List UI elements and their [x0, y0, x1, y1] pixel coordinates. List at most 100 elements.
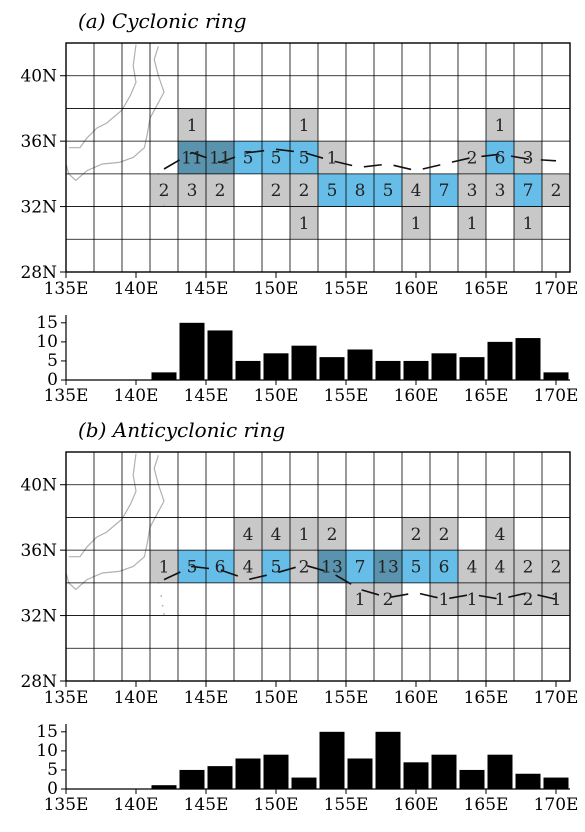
coastline: [68, 44, 137, 149]
hist-x-tick-label: 150E: [254, 795, 299, 815]
grid-cell: [402, 173, 430, 207]
histogram-bar: [235, 758, 261, 789]
grid-cell: [430, 550, 458, 583]
grid-cell: [514, 550, 542, 583]
grid-cell: [486, 141, 514, 174]
grid-cell: [206, 550, 234, 583]
cell-count: 3: [467, 181, 478, 201]
hist-x-tick-label: 165E: [464, 795, 509, 815]
y-tick-label: 28N: [20, 263, 57, 283]
hist-x-tick-label: 155E: [324, 386, 369, 406]
histogram-bar: [347, 349, 373, 380]
grid-cell: [514, 206, 542, 240]
y-tick-label: 36N: [20, 132, 57, 152]
coastline: [65, 46, 165, 182]
grid-cell: [374, 550, 402, 583]
cell-count: 2: [467, 149, 478, 169]
cell-count: 4: [411, 181, 422, 201]
grid-cell: [206, 173, 234, 207]
cell-count: 6: [215, 558, 226, 578]
cell-count: 7: [439, 181, 450, 201]
grid-cell: [262, 517, 290, 551]
cell-count: 2: [159, 181, 170, 201]
hist-y-tick-label: 5: [47, 760, 58, 780]
x-tick-label: 170E: [534, 688, 579, 708]
cell-count: 5: [299, 149, 310, 169]
histogram-bar: [403, 762, 429, 789]
cell-count: 4: [495, 525, 506, 545]
hist-x-tick-label: 165E: [464, 386, 509, 406]
hist-y-tick-label: 10: [36, 741, 58, 761]
grid-cell: [486, 582, 514, 616]
cell-count: 4: [495, 558, 506, 578]
cell-count: 1: [439, 590, 450, 610]
cell-count: 3: [495, 181, 506, 201]
cell-count: 2: [299, 181, 310, 201]
grid-cell: [290, 517, 318, 551]
cell-count: 5: [327, 181, 338, 201]
cell-count: 1: [299, 116, 310, 136]
grid-cell: [346, 582, 374, 616]
hist-x-tick-label: 135E: [44, 795, 89, 815]
cell-count: 1: [299, 214, 310, 234]
cell-count: 1: [355, 590, 366, 610]
grid-cell: [458, 173, 486, 207]
cell-count: 11: [209, 149, 231, 169]
histogram-bar: [319, 357, 345, 380]
histogram-bar: [179, 769, 205, 789]
x-tick-label: 155E: [324, 279, 369, 299]
histogram-bar: [263, 353, 289, 380]
cell-count: 5: [243, 149, 254, 169]
x-tick-label: 155E: [324, 688, 369, 708]
cell-count: 8: [355, 181, 366, 201]
histogram-bar: [431, 754, 457, 789]
x-tick-label: 145E: [184, 688, 229, 708]
island-dot: [161, 604, 164, 607]
x-tick-label: 140E: [114, 688, 159, 708]
hist-y-tick-label: 0: [47, 779, 58, 799]
cell-count: 5: [411, 558, 422, 578]
grid-cell: [318, 517, 346, 551]
grid-cell: [374, 582, 402, 616]
x-tick-label: 160E: [394, 279, 439, 299]
grid-cell: [430, 517, 458, 551]
hist-y-tick-label: 5: [47, 351, 58, 371]
histogram-bar: [515, 773, 541, 789]
grid-cell: [234, 141, 262, 174]
grid-cell: [178, 108, 206, 142]
y-tick-label: 32N: [20, 198, 57, 218]
cell-count: 2: [523, 590, 534, 610]
histogram-bar: [487, 341, 513, 380]
histogram-bar: [207, 766, 233, 789]
cell-count: 2: [327, 525, 338, 545]
grid-cell: [430, 582, 458, 616]
histogram-bar: [291, 345, 317, 380]
grid-cell: [486, 173, 514, 207]
hist-y-tick-label: 15: [36, 313, 58, 333]
x-tick-label: 150E: [254, 688, 299, 708]
hist-x-tick-label: 150E: [254, 386, 299, 406]
grid-cell: [290, 108, 318, 142]
histogram-bar: [207, 330, 233, 380]
island-dot: [160, 186, 163, 188]
hist-x-tick-label: 140E: [114, 386, 159, 406]
y-tick-label: 40N: [20, 67, 57, 87]
grid-cell: [346, 550, 374, 583]
cell-count: 13: [377, 558, 399, 578]
grid-cell: [150, 550, 178, 583]
cell-count: 13: [321, 558, 343, 578]
histogram-bar: [291, 777, 317, 789]
hist-y-tick-label: 15: [36, 722, 58, 742]
histogram-bar: [375, 731, 401, 789]
grid-cell: [458, 550, 486, 583]
cell-count: 3: [187, 181, 198, 201]
grid-cell: [486, 108, 514, 142]
x-tick-label: 150E: [254, 279, 299, 299]
cell-count: 2: [383, 590, 394, 610]
grid-cell: [402, 517, 430, 551]
histogram-bar: [375, 360, 401, 380]
cell-count: 1: [467, 590, 478, 610]
histogram-bar: [431, 353, 457, 380]
grid-cell: [290, 206, 318, 240]
